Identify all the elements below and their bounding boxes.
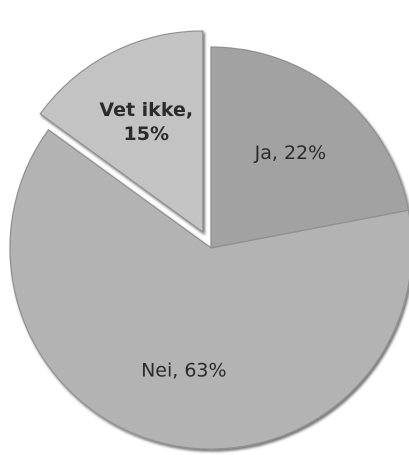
pie-slice-vet-ikke <box>39 30 204 234</box>
pie-label-nei: Nei, 63% <box>141 360 227 382</box>
pie-labels: Ja, 22% Nei, 63% Vet ikke, 15% <box>99 99 326 382</box>
pie-slice-ja <box>210 46 409 249</box>
pie-slices <box>9 30 409 450</box>
pie-slice-nei <box>9 129 409 450</box>
pie-label-ja: Ja, 22% <box>254 142 327 164</box>
pie-label-vet-ikke: Vet ikke, 15% <box>99 99 193 145</box>
